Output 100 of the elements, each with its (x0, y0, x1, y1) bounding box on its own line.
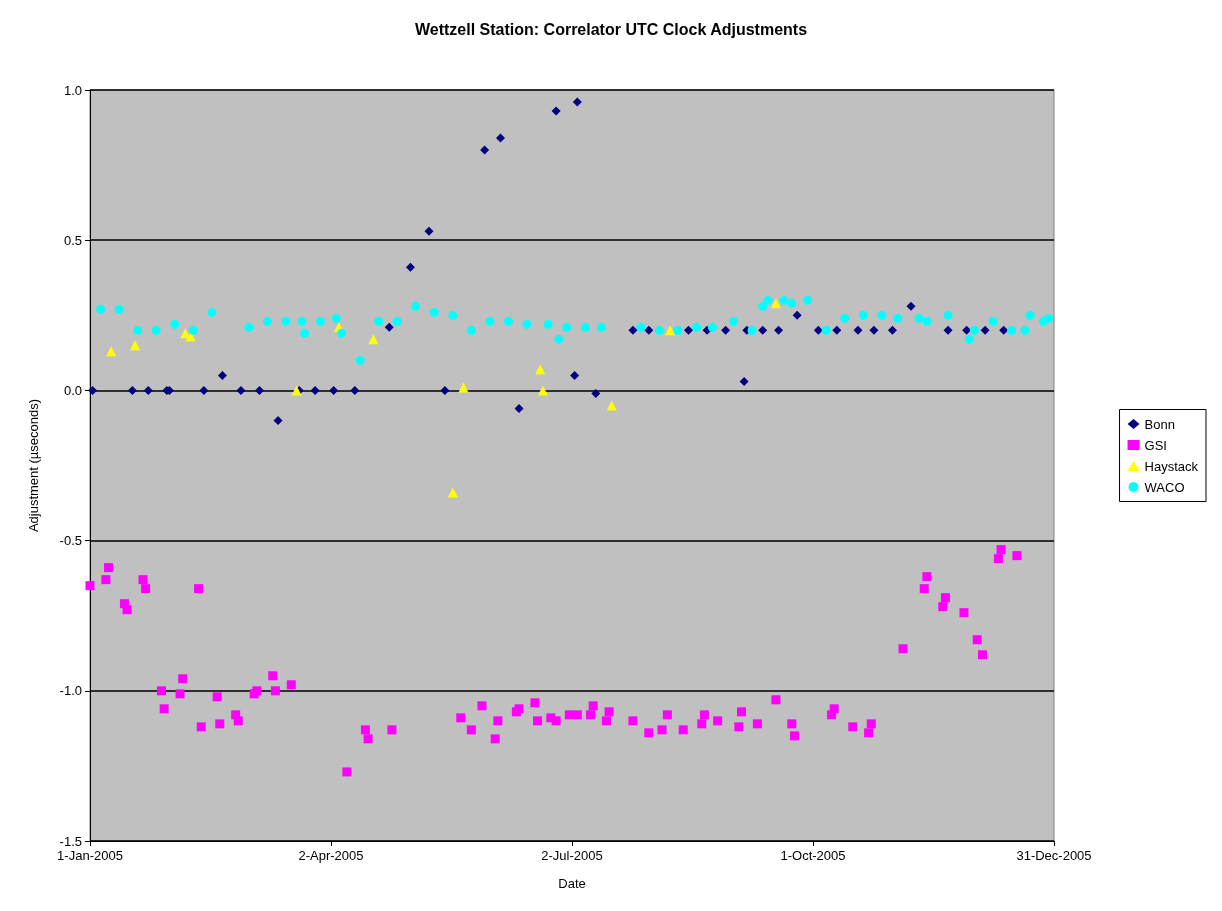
point (596, 322, 606, 332)
point (188, 325, 198, 335)
point (262, 316, 272, 326)
point (551, 106, 561, 116)
point (337, 328, 347, 338)
point (480, 145, 490, 155)
point (495, 133, 505, 143)
point (691, 322, 701, 332)
point (787, 298, 797, 308)
point (988, 316, 998, 326)
point (813, 325, 823, 335)
point (143, 385, 153, 395)
point (721, 325, 731, 335)
point (707, 322, 717, 332)
point (466, 325, 476, 335)
point (503, 316, 513, 326)
point (522, 319, 532, 329)
legend-label: Haystack (1144, 458, 1199, 474)
point (591, 388, 601, 398)
point (970, 325, 980, 335)
point (315, 316, 325, 326)
point (133, 325, 143, 335)
x-tick-label: 31-Dec-2005 (1016, 848, 1092, 863)
point (922, 316, 932, 326)
point (127, 385, 137, 395)
point (684, 325, 694, 335)
point (893, 313, 903, 323)
point (537, 385, 548, 396)
point (758, 301, 768, 311)
point (654, 325, 664, 335)
point (199, 385, 209, 395)
point (869, 325, 879, 335)
point (943, 310, 953, 320)
point (170, 319, 180, 329)
point (458, 382, 469, 393)
point (779, 295, 789, 305)
point (368, 334, 379, 345)
point (739, 376, 749, 386)
point (300, 328, 310, 338)
point (906, 301, 916, 311)
point (331, 313, 341, 323)
point (943, 325, 953, 335)
point (840, 313, 850, 323)
point (570, 370, 580, 380)
point (562, 322, 572, 332)
point (964, 334, 974, 344)
point (374, 316, 384, 326)
y-tick-label: 1.0 (63, 82, 82, 98)
point (1025, 310, 1035, 320)
point (832, 325, 842, 335)
point (554, 334, 564, 344)
y-tick-label: 0.0 (63, 382, 82, 398)
point (792, 310, 802, 320)
point (758, 325, 768, 335)
point (999, 325, 1009, 335)
point (447, 487, 458, 498)
point (821, 325, 831, 335)
x-tick-label: 1-Jan-2005 (57, 848, 123, 863)
point (244, 322, 254, 332)
point (350, 385, 360, 395)
point (628, 325, 638, 335)
point (1020, 325, 1030, 335)
x-tick-label: 2-Apr-2005 (298, 848, 364, 863)
y-tick-label: 0.5 (63, 232, 82, 248)
point (673, 325, 683, 335)
point (310, 385, 320, 395)
point (440, 385, 450, 395)
point (580, 322, 590, 332)
point (606, 400, 617, 411)
point (770, 298, 781, 309)
point (853, 325, 863, 335)
point (747, 325, 757, 335)
point (858, 310, 868, 320)
point (1007, 325, 1017, 335)
point (355, 355, 365, 365)
point (88, 385, 98, 395)
point (763, 295, 773, 305)
point (514, 403, 524, 413)
legend-label: Bonn (1144, 416, 1175, 432)
point (980, 325, 990, 335)
point (448, 310, 458, 320)
point (207, 307, 217, 317)
point (96, 304, 106, 314)
point (254, 385, 264, 395)
y-tick-label: -1.5 (59, 833, 82, 849)
point (114, 304, 124, 314)
point (405, 262, 415, 272)
point (106, 346, 117, 357)
point (636, 322, 646, 332)
point (664, 325, 675, 336)
point (236, 385, 246, 395)
point (572, 97, 582, 107)
x-tick-label: 2-Jul-2005 (541, 848, 603, 863)
point (151, 325, 161, 335)
y-axis-title: Adjustment (µseconds) (26, 398, 41, 533)
point (424, 226, 434, 236)
point (297, 316, 307, 326)
y-tick-label: -0.5 (59, 533, 82, 549)
point (392, 316, 402, 326)
point (887, 325, 897, 335)
